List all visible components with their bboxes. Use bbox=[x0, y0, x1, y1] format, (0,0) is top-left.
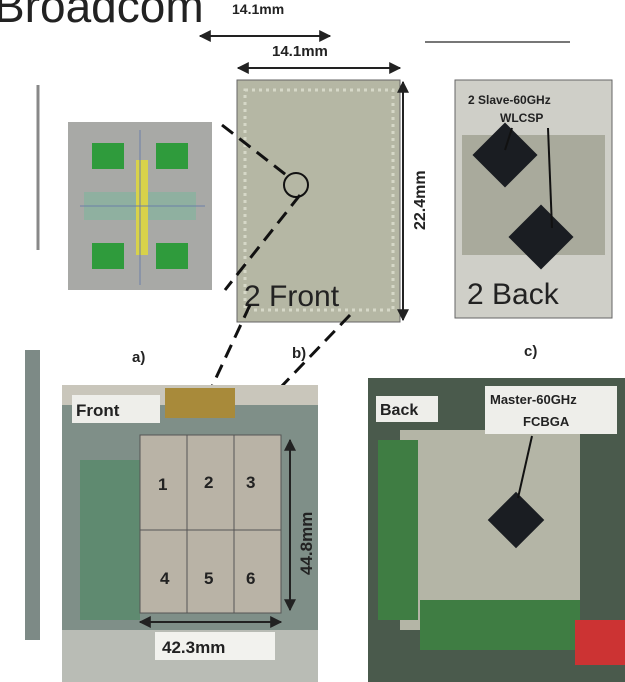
tile-label: 5 bbox=[204, 569, 213, 588]
chip-label: Master-60GHz bbox=[490, 392, 577, 407]
figure: Broadcom 14.1mm 14.1mm a) 2 Front 22.4mm… bbox=[0, 0, 625, 682]
dimension-label: 44.8mm bbox=[297, 512, 316, 575]
photo-label: Back bbox=[380, 402, 418, 419]
tile-label: 6 bbox=[246, 569, 255, 588]
tile-label: 1 bbox=[158, 475, 167, 494]
panel-label: c) bbox=[524, 343, 537, 360]
chip-label: 2 Slave-60GHz bbox=[468, 93, 551, 107]
dimension-label: 14.1mm bbox=[272, 43, 328, 60]
antenna-layout bbox=[68, 122, 212, 290]
tile-label: 2 bbox=[204, 473, 213, 492]
panel-label: b) bbox=[292, 345, 306, 362]
title: Broadcom bbox=[0, 0, 204, 32]
panel-label: a) bbox=[132, 349, 145, 366]
photo-label: Front bbox=[76, 401, 120, 420]
dimension-label: 42.3mm bbox=[162, 638, 225, 657]
tile-label: 3 bbox=[246, 473, 255, 492]
dimension-label: 22.4mm bbox=[412, 170, 429, 230]
photo-strip bbox=[25, 350, 40, 640]
board-caption: 2 Front bbox=[244, 280, 340, 313]
dimension-label: 14.1mm bbox=[232, 1, 284, 17]
back-photo bbox=[368, 378, 625, 682]
board-caption: 2 Back bbox=[467, 278, 560, 311]
chip-label: FCBGA bbox=[523, 414, 570, 429]
tile-label: 4 bbox=[160, 569, 170, 588]
chip-label: WLCSP bbox=[500, 111, 543, 125]
